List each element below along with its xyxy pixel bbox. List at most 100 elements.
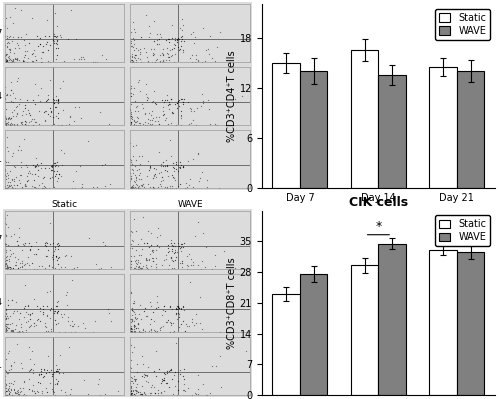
Text: Static: Static	[52, 200, 78, 209]
Point	[149, 247, 157, 253]
Point	[145, 257, 153, 263]
Point	[4, 212, 12, 219]
Point	[167, 320, 175, 326]
Point	[4, 385, 12, 392]
Point	[134, 266, 142, 272]
Point	[128, 318, 136, 324]
Point	[10, 386, 18, 392]
Point	[136, 172, 143, 179]
Point	[13, 55, 21, 61]
Point	[31, 164, 39, 170]
Point	[4, 39, 12, 45]
Point	[130, 47, 138, 53]
Point	[18, 185, 26, 192]
Point	[126, 113, 134, 119]
Point	[8, 59, 16, 65]
Point	[48, 264, 56, 271]
Point	[18, 57, 26, 64]
Point	[12, 389, 20, 396]
Point	[16, 389, 24, 396]
Point	[152, 261, 160, 267]
Point	[173, 303, 181, 310]
Point	[39, 308, 47, 315]
Point	[9, 99, 17, 106]
Point	[152, 305, 160, 311]
Point	[224, 122, 232, 128]
Point	[147, 383, 155, 390]
Point	[14, 389, 22, 395]
Point	[15, 177, 23, 184]
Point	[204, 97, 212, 103]
Point	[127, 329, 135, 335]
Point	[132, 266, 140, 272]
Point	[98, 239, 106, 245]
Point	[132, 388, 140, 394]
Point	[136, 153, 143, 159]
Point	[42, 389, 50, 396]
Point	[4, 297, 12, 303]
Point	[52, 104, 60, 111]
Point	[168, 46, 176, 52]
Point	[150, 45, 158, 52]
Point	[47, 367, 55, 373]
Point	[127, 326, 135, 333]
Point	[143, 97, 151, 103]
Point	[17, 359, 25, 366]
Point	[14, 265, 22, 271]
Point	[31, 184, 39, 190]
Point	[2, 261, 10, 267]
Point	[70, 118, 78, 124]
Point	[157, 178, 165, 184]
Point	[6, 179, 14, 186]
Point	[1, 220, 9, 227]
Point	[13, 78, 21, 84]
Point	[180, 376, 188, 382]
Point	[47, 162, 55, 169]
Point	[144, 379, 152, 385]
Point	[57, 34, 65, 40]
Point	[165, 383, 173, 390]
Point	[148, 117, 156, 123]
Point	[146, 299, 154, 306]
Point	[16, 45, 24, 51]
Point	[46, 241, 54, 247]
Point	[48, 163, 56, 169]
Point	[20, 391, 28, 397]
Point	[90, 59, 98, 65]
Point	[4, 148, 12, 154]
Point	[56, 266, 64, 272]
Point	[156, 232, 164, 239]
Point	[138, 390, 146, 397]
Point	[128, 29, 136, 35]
Point	[20, 57, 28, 64]
Point	[126, 59, 134, 65]
Point	[24, 302, 32, 308]
Point	[52, 162, 60, 168]
Point	[52, 368, 60, 374]
Point	[126, 111, 134, 117]
Point	[6, 266, 14, 272]
Point	[174, 100, 182, 106]
Point	[168, 22, 175, 29]
Point	[54, 115, 62, 121]
Point	[2, 115, 10, 121]
Point	[184, 253, 192, 259]
Point	[24, 172, 32, 179]
Point	[34, 389, 42, 395]
Point	[144, 363, 152, 370]
Point	[2, 185, 10, 192]
Point	[167, 153, 175, 160]
Point	[2, 315, 10, 321]
Point	[194, 56, 202, 63]
Point	[178, 241, 186, 247]
Point	[130, 373, 138, 379]
Point	[172, 253, 180, 260]
Point	[166, 183, 174, 189]
Point	[174, 303, 182, 310]
Point	[10, 121, 18, 128]
Point	[2, 254, 10, 260]
Text: Day 21: Day 21	[0, 361, 2, 370]
Point	[206, 121, 214, 128]
Point	[178, 33, 186, 40]
Point	[170, 239, 178, 246]
